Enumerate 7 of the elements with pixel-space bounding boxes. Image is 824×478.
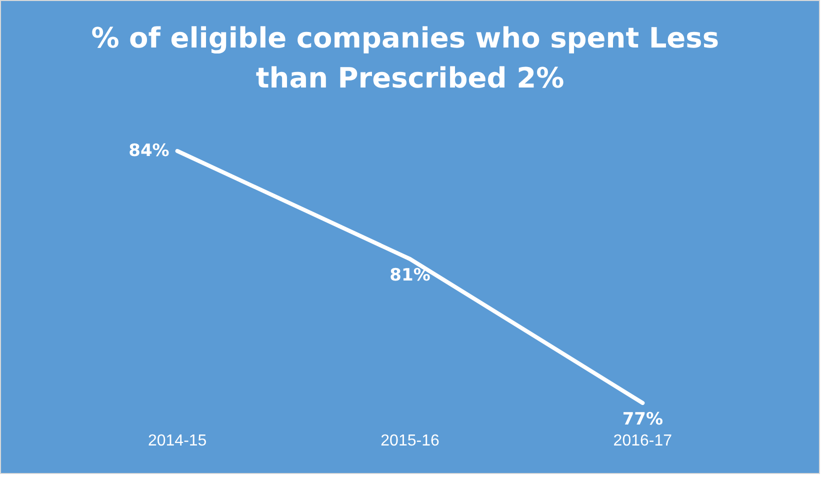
x-tick-label: 2015-16 [380, 432, 440, 450]
x-tick-label: 2014-15 [148, 432, 207, 450]
chart-title: % of eligible companies who spent Less than Prescribed 2% [91, 22, 729, 94]
data-label: 84% [128, 141, 170, 161]
x-tick-label: 2016-17 [613, 432, 672, 450]
data-label: 77% [622, 410, 664, 430]
data-label: 81% [390, 266, 430, 286]
